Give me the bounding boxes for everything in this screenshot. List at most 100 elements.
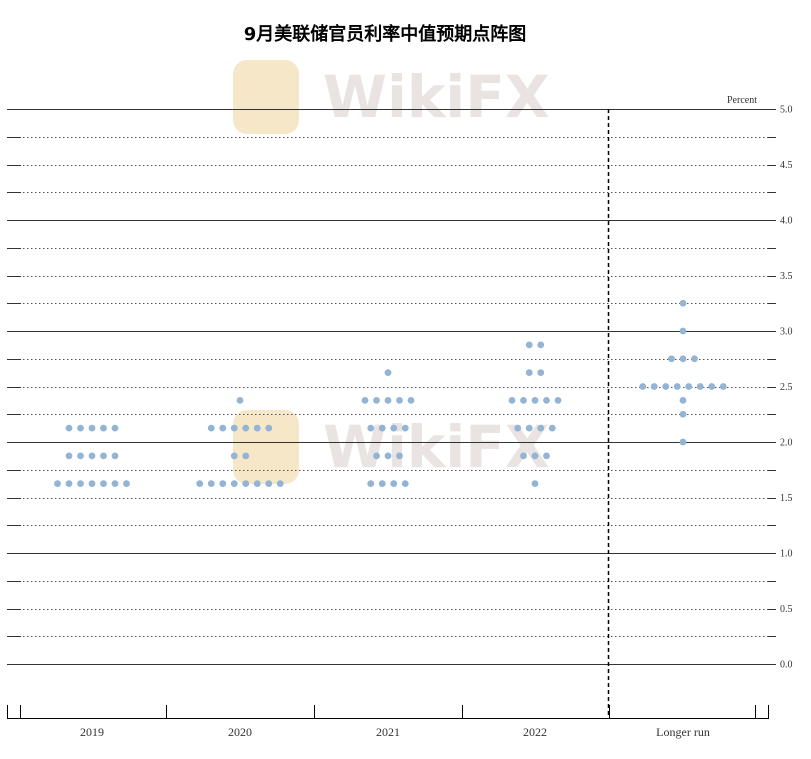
dot-2022 <box>554 396 562 404</box>
dot-2022 <box>537 369 545 377</box>
dot-2019 <box>65 480 73 488</box>
watermark-text: WikiFX <box>323 63 550 131</box>
dot-longer-run <box>696 383 704 390</box>
dot-2019 <box>100 424 107 432</box>
dot-2020 <box>265 480 273 488</box>
dot-2020 <box>230 452 238 460</box>
dot-longer-run <box>679 355 687 363</box>
x-axis: 2019 2020 2021 2022 Longer run <box>7 705 769 739</box>
watermark: WikiFX <box>233 410 550 484</box>
dot-2021 <box>378 424 386 432</box>
dot-2022 <box>525 424 533 432</box>
dot-longer-run <box>679 327 687 335</box>
dot-2020 <box>207 480 215 488</box>
dot-longer-run <box>719 383 727 390</box>
dot-2022 <box>508 396 516 404</box>
dot-2019 <box>77 452 84 460</box>
x-category-label: 2019 <box>80 725 104 739</box>
dot-2020 <box>265 424 273 432</box>
dot-2020 <box>276 480 284 488</box>
dot-2019 <box>123 480 130 488</box>
watermark-layer: WikiFX WikiFX <box>233 60 550 484</box>
dot-longer-run <box>691 355 698 363</box>
dot-2021 <box>390 480 398 488</box>
dot-2021 <box>384 396 392 404</box>
dot-2020 <box>230 480 238 488</box>
dot-2021 <box>401 480 409 488</box>
dot-2019 <box>111 480 119 488</box>
dot-2022 <box>520 452 527 460</box>
dot-2022 <box>537 424 545 432</box>
dot-longer-run <box>673 383 681 390</box>
unit-label: Percent <box>727 95 757 106</box>
chart-title: 9月美联储官员利率中值预期点阵图 <box>243 24 527 45</box>
dot-longer-run <box>685 383 693 390</box>
dot-2020 <box>253 480 261 488</box>
dot-2021 <box>373 396 380 404</box>
dot-2022 <box>525 341 533 349</box>
dot-2020 <box>196 480 204 488</box>
y-tick-label: 1.0 <box>780 549 793 560</box>
dot-2022 <box>531 480 539 488</box>
dot-2019 <box>111 424 119 432</box>
dot-longer-run <box>679 438 687 446</box>
dot-2022 <box>514 424 522 432</box>
dot-2019 <box>65 452 73 460</box>
grid-lines <box>7 109 776 665</box>
dot-2019 <box>100 480 107 488</box>
dot-2019 <box>54 480 61 488</box>
dot-2022 <box>531 396 539 404</box>
watermark-logo-icon <box>233 410 299 484</box>
dot-2019 <box>88 452 96 460</box>
dot-2021 <box>396 396 403 404</box>
x-category-label: 2020 <box>228 725 252 739</box>
dot-2022 <box>525 369 533 377</box>
dot-longer-run <box>679 410 687 418</box>
dot-2021 <box>396 452 403 460</box>
dot-2019 <box>111 452 119 460</box>
dot-2021 <box>384 369 392 377</box>
dot-2022 <box>543 452 550 460</box>
dot-2022 <box>531 452 539 460</box>
dot-2021 <box>367 424 375 432</box>
dot-2019 <box>77 480 84 488</box>
dot-longer-run <box>662 383 670 390</box>
dot-2020 <box>219 480 227 488</box>
dot-2020 <box>236 396 244 404</box>
watermark-logo-icon <box>233 60 299 134</box>
x-category-label: 2022 <box>523 725 547 739</box>
x-category-label: 2021 <box>376 725 400 739</box>
dots-layer <box>54 299 727 488</box>
dot-2022 <box>543 396 550 404</box>
y-tick-label: 3.0 <box>780 327 793 338</box>
dot-2022 <box>548 424 556 432</box>
dot-2020 <box>242 452 250 460</box>
dot-2021 <box>373 452 380 460</box>
dot-longer-run <box>639 383 647 390</box>
dot-2020 <box>242 424 250 432</box>
dot-2020 <box>230 424 238 432</box>
dot-2020 <box>219 424 227 432</box>
y-tick-label: 5.0 <box>780 105 793 116</box>
dot-2019 <box>100 452 107 460</box>
dot-2019 <box>88 480 96 488</box>
y-tick-label: 2.0 <box>780 438 793 449</box>
dot-2020 <box>207 424 215 432</box>
dot-longer-run <box>679 299 687 307</box>
y-tick-label: 1.5 <box>780 493 793 504</box>
y-tick-label: 3.5 <box>780 271 793 282</box>
dot-2020 <box>253 424 261 432</box>
dot-2021 <box>378 480 386 488</box>
dot-longer-run <box>650 383 658 390</box>
dot-2021 <box>384 452 392 460</box>
dot-2021 <box>361 396 369 404</box>
dot-2021 <box>367 480 375 488</box>
dot-2022 <box>520 396 527 404</box>
y-tick-label: 4.0 <box>780 216 793 227</box>
watermark: WikiFX <box>233 60 550 134</box>
dot-2022 <box>537 341 545 349</box>
y-tick-label: 2.5 <box>780 382 793 393</box>
y-axis-ticks: 5.0 4.5 4.0 3.5 3.0 2.5 2.0 1.5 1.0 0.5 0.0 <box>780 105 793 671</box>
dot-longer-run <box>708 383 716 390</box>
